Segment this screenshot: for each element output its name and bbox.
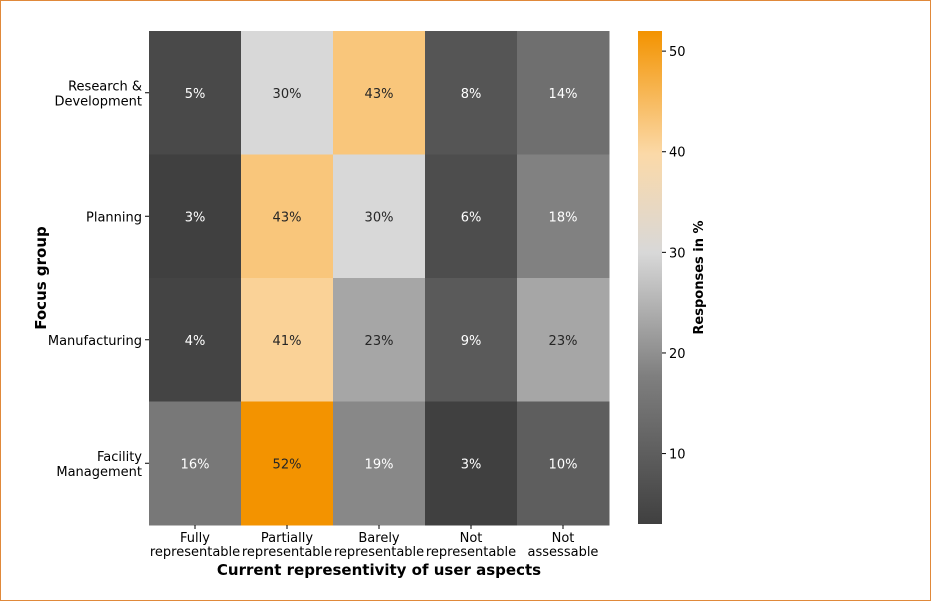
heatmap-cell [149,278,242,402]
y-axis-title: Focus group [32,226,50,330]
x-tick-labels: FullyrepresentablePartiallyrepresentable… [150,525,599,560]
cell-value-label: 14% [549,87,578,102]
cell-value-label: 9% [461,334,482,349]
cell-value-label: 3% [185,210,206,225]
colorbar: 10 20 30 40 50 Responses in % [638,31,707,524]
colorbar-tick-label: 30 [669,246,686,261]
heatmap-cell [517,278,610,402]
x-tick-label: representable [426,545,516,560]
x-tick-label: Not [552,531,575,546]
cell-value-label: 23% [549,334,578,349]
cell-value-label: 18% [549,210,578,225]
x-tick-label: Barely [358,531,400,546]
x-tick-label: Fully [180,531,210,546]
cell-value-label: 6% [461,210,482,225]
cell-value-label: 8% [461,87,482,102]
heatmap-cell [425,401,518,526]
heatmap-cell [149,31,242,155]
cell-value-label: 23% [365,334,394,349]
heatmap-cell [425,278,518,402]
colorbar-tick-label: 40 [669,146,686,161]
x-tick-label: representable [242,545,332,560]
y-tick-labels: Research &Development Planning Manufacturi… [48,79,149,480]
x-tick-label: Partially [261,531,313,546]
cell-value-label: 16% [181,457,210,472]
cell-value-label: 43% [365,87,394,102]
heatmap-cell [241,278,334,402]
cell-value-label: 41% [273,334,302,349]
x-tick-label: representable [150,545,240,560]
heatmap-cell [241,154,334,279]
cell-value-label: 3% [461,457,482,472]
colorbar-tick-label: 50 [669,45,686,60]
heatmap-cell [241,401,334,526]
cell-value-label: 43% [273,210,302,225]
heatmap-cells: 5% 30% 43% 8% 14% 3% 43% 30% 6% 18% 4% 41% 23% 9% 23% 1… [149,31,610,526]
y-tick-label: Management [56,465,142,480]
heatmap-cell [333,278,426,402]
heatmap-cell [333,154,426,279]
colorbar-tick-label: 10 [669,448,686,463]
heatmap-cell [333,31,426,155]
heatmap-cell [333,401,426,526]
cell-value-label: 52% [273,457,302,472]
heatmap-cell [149,154,242,279]
colorbar-title: Responses in % [692,220,707,334]
heatmap-cell [149,401,242,526]
heatmap-cell [517,154,610,279]
cell-value-label: 4% [185,334,206,349]
colorbar-gradient [638,31,662,524]
heatmap-cell [517,31,610,155]
colorbar-tick-label: 20 [669,347,686,362]
heatmap-cell [425,31,518,155]
y-tick-label: Development [54,94,142,109]
cell-value-label: 30% [365,210,394,225]
y-tick-label: Research & [68,79,142,94]
heatmap-cell [517,401,610,526]
cell-value-label: 19% [365,457,394,472]
heatmap-cell [241,31,334,155]
y-tick-label: Facility [97,450,142,465]
cell-value-label: 10% [549,457,578,472]
cell-value-label: 30% [273,87,302,102]
x-tick-label: assessable [528,545,599,560]
x-tick-label: Not [460,531,483,546]
y-tick-label: Manufacturing [48,334,142,349]
heatmap-cell [425,154,518,279]
y-tick-label: Planning [86,210,142,225]
cell-value-label: 5% [185,87,206,102]
x-axis-title: Current representivity of user aspects [217,561,541,579]
x-tick-label: representable [334,545,424,560]
